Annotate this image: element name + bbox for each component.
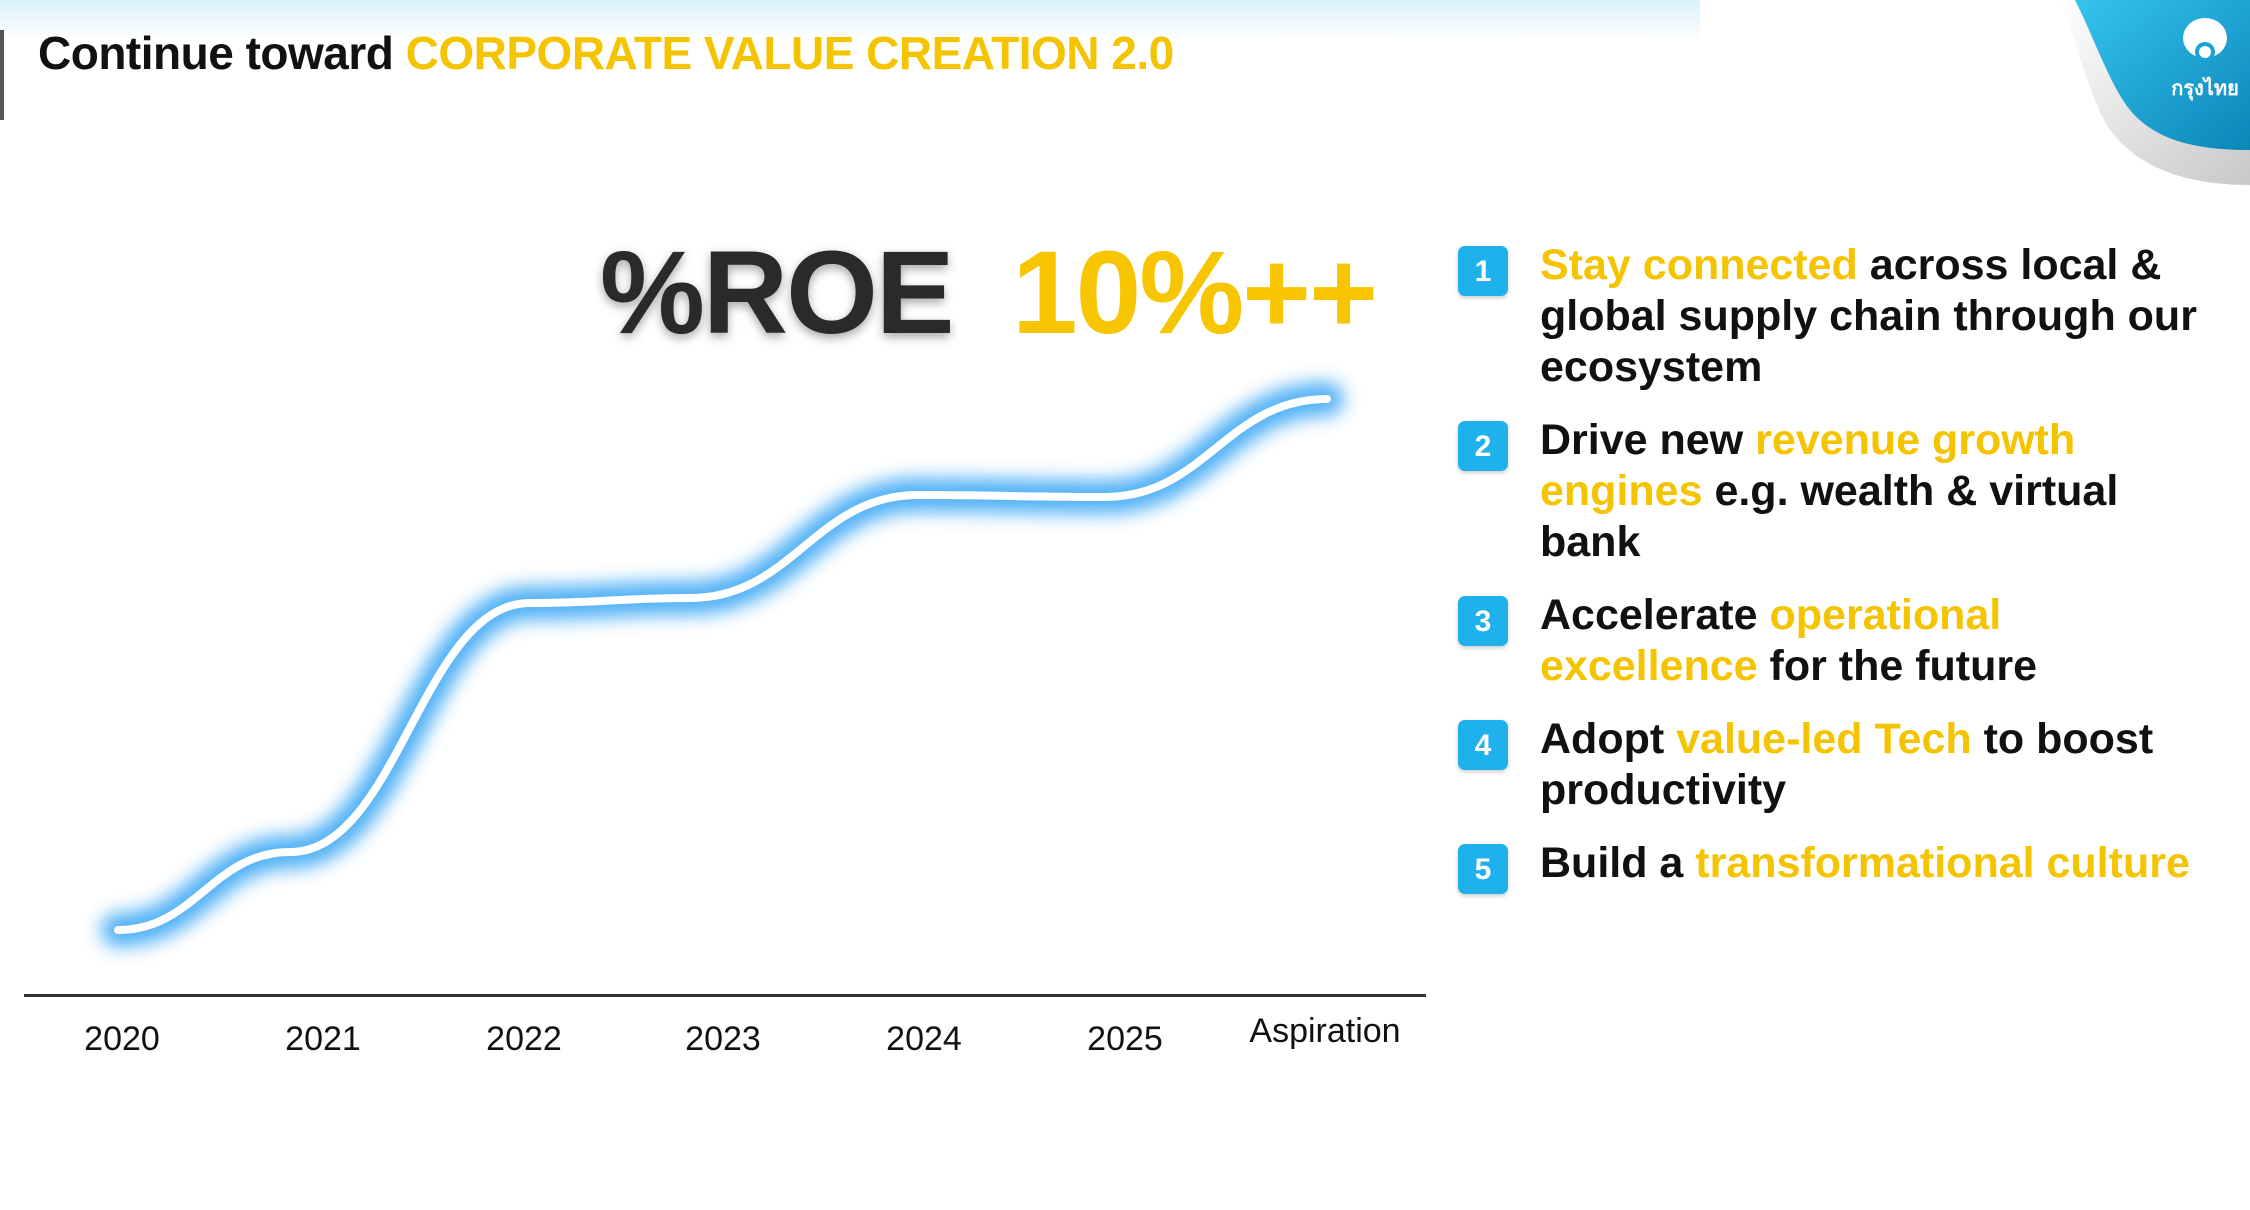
x-tick-label: 2025 [1087, 1020, 1163, 1058]
x-tick-label: 2023 [685, 1020, 761, 1058]
initiative-item: 1 Stay connected across local & global s… [1458, 240, 2218, 393]
initiative-text: Drive new [1540, 416, 1756, 464]
roe-chart [101, 382, 1344, 947]
initiative-text: Accelerate [1540, 591, 1770, 639]
title-highlight: CORPORATE VALUE CREATION 2.0 [405, 27, 1175, 79]
initiatives-list: 1 Stay connected across local & global s… [1458, 240, 2218, 911]
x-tick-label: Aspiration [1249, 1012, 1401, 1050]
initiative-text: Build a [1540, 839, 1696, 887]
title-prefix: Continue toward [38, 27, 394, 79]
krungthai-logo: กรุงไทย [2060, 0, 2250, 185]
garuda-logo-icon [2183, 18, 2227, 62]
number-badge: 2 [1458, 421, 1508, 471]
x-tick-label: 2024 [886, 1020, 962, 1058]
header-decoration [0, 0, 1700, 40]
number-badge: 1 [1458, 246, 1508, 296]
initiative-item: 3 Accelerate operational excellence for … [1458, 590, 2218, 692]
number-badge: 3 [1458, 596, 1508, 646]
initiative-text: e.g. wealth & virtual bank [1540, 467, 2119, 566]
x-tick-label: 2022 [486, 1020, 562, 1058]
initiative-highlight: operational excellence [1540, 591, 2002, 690]
chart-title: %ROE [600, 227, 955, 359]
x-axis-line [24, 994, 1426, 997]
x-tick-label: 2020 [84, 1020, 160, 1058]
initiative-item: 2 Drive new revenue growth engines e.g. … [1458, 415, 2218, 568]
initiative-text: for the future [1757, 642, 2038, 690]
initiative-text: Adopt [1540, 715, 1677, 763]
left-edge-bar [0, 30, 4, 120]
number-badge: 5 [1458, 844, 1508, 894]
initiative-highlight: transformational culture [1695, 839, 2190, 887]
initiative-text: across local & global supply chain throu… [1540, 241, 2197, 391]
initiative-highlight: Stay connected [1540, 241, 1858, 289]
roe-trend-line [114, 395, 1331, 934]
page-title: Continue toward CORPORATE VALUE CREATION… [38, 26, 1174, 80]
initiative-item: 5 Build a transformational culture [1458, 838, 2218, 894]
initiative-text: to boost productivity [1540, 715, 2154, 814]
initiative-item: 4 Adopt value-led Tech to boost producti… [1458, 714, 2218, 816]
initiative-highlight: value-led Tech [1676, 715, 1972, 763]
x-tick-label: 2021 [285, 1020, 361, 1058]
chart-annotation: 10%++ [1012, 227, 1378, 359]
number-badge: 4 [1458, 720, 1508, 770]
initiative-highlight: revenue growth engines [1540, 416, 2076, 515]
logo-text: กรุงไทย [2171, 76, 2239, 101]
